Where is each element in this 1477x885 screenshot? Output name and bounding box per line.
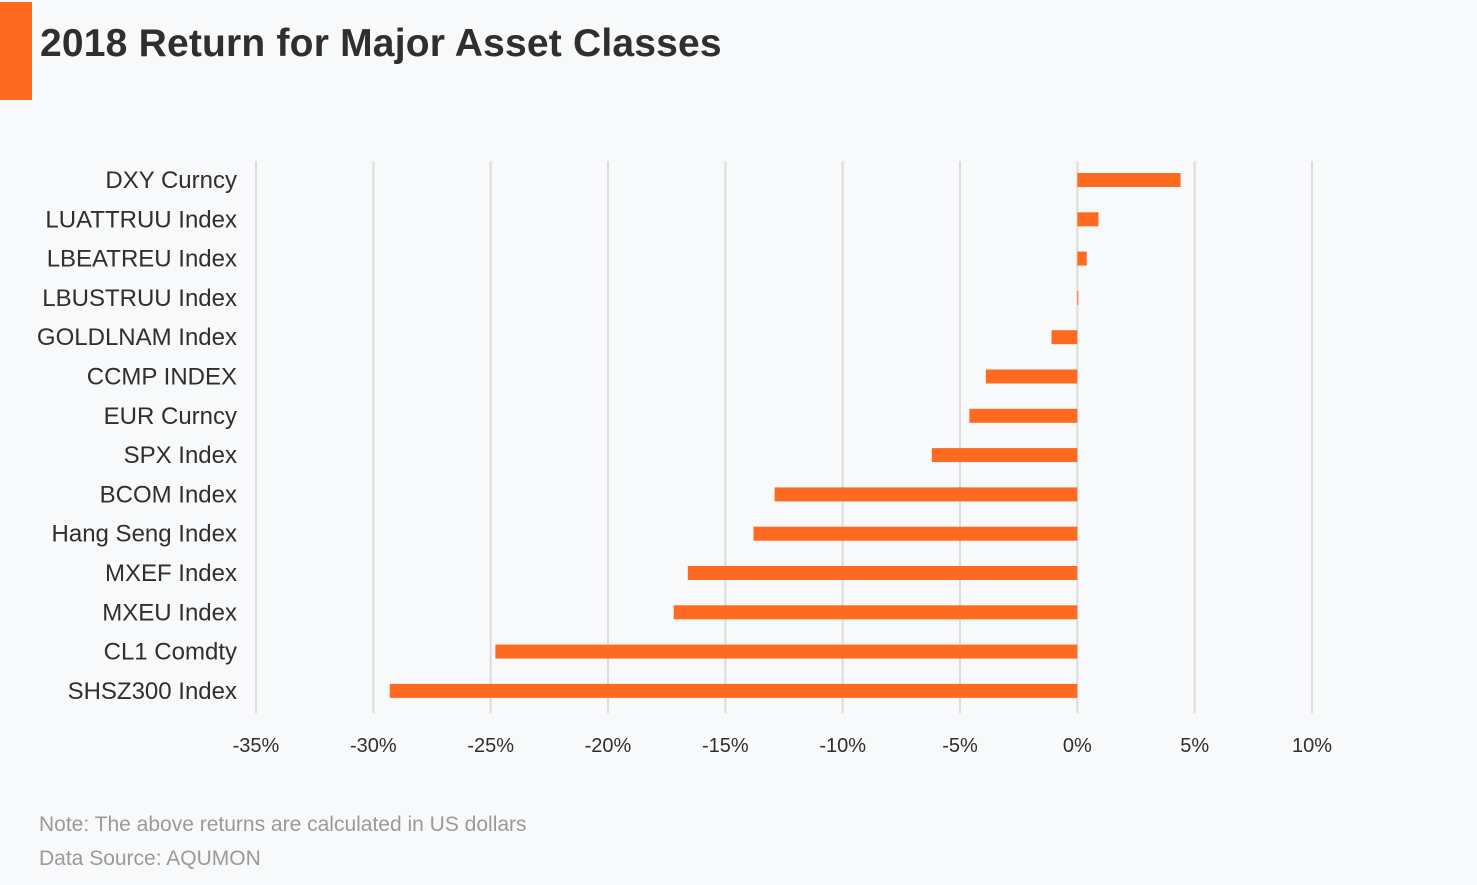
bar <box>985 369 1078 384</box>
x-tick-label: 0% <box>1063 735 1092 757</box>
grid-lines <box>255 161 1313 713</box>
x-tick-label: -35% <box>233 735 280 757</box>
category-label: SHSZ300 Index <box>68 678 237 705</box>
title-accent-bar <box>0 2 32 100</box>
category-label: MXEF Index <box>105 560 237 587</box>
bar <box>673 605 1078 620</box>
x-tick-label: -30% <box>350 735 397 757</box>
category-label: LBUSTRUU Index <box>42 285 237 312</box>
category-label: DXY Curncy <box>105 167 237 194</box>
bar <box>687 566 1078 580</box>
bar <box>753 526 1078 541</box>
chart-title: 2018 Return for Major Asset Classes <box>40 22 722 65</box>
x-tick-label: 10% <box>1292 735 1332 757</box>
bar <box>1077 212 1099 227</box>
footnote-note: Note: The above returns are calculated i… <box>39 813 527 836</box>
x-tick-label: -20% <box>585 735 632 757</box>
x-tick-label: -15% <box>702 735 749 757</box>
bars <box>389 173 1181 698</box>
bar <box>1051 330 1078 345</box>
category-label: CL1 Comdty <box>104 639 237 666</box>
footnote-source: Data Source: AQUMON <box>39 847 261 870</box>
bar <box>1077 251 1087 266</box>
category-label: LUATTRUU Index <box>45 206 237 233</box>
bar <box>774 487 1078 502</box>
x-tick-label: -25% <box>467 735 514 757</box>
x-tick-label: -5% <box>942 735 978 757</box>
category-label: CCMP INDEX <box>87 364 237 391</box>
bar <box>1077 173 1181 187</box>
category-label: EUR Curncy <box>104 403 237 430</box>
x-axis-tick-labels: -35% -30% -25% -20% -15% -10% -5% 0% 5% 10% <box>233 735 1333 757</box>
category-label: Hang Seng Index <box>52 521 237 548</box>
bar <box>495 644 1078 659</box>
category-label: MXEU Index <box>102 599 237 626</box>
x-tick-label: 5% <box>1180 735 1209 757</box>
bar <box>1077 290 1079 305</box>
category-label: SPX Index <box>124 442 237 469</box>
category-labels: DXY Curncy LUATTRUU Index LBEATREU Index LB… <box>37 167 237 705</box>
category-label: LBEATREU Index <box>47 246 237 273</box>
x-tick-label: -10% <box>819 735 866 757</box>
bar <box>969 408 1078 423</box>
bar <box>389 683 1078 698</box>
bar <box>931 448 1078 463</box>
category-label: GOLDLNAM Index <box>37 324 237 351</box>
category-label: BCOM Index <box>100 481 237 508</box>
